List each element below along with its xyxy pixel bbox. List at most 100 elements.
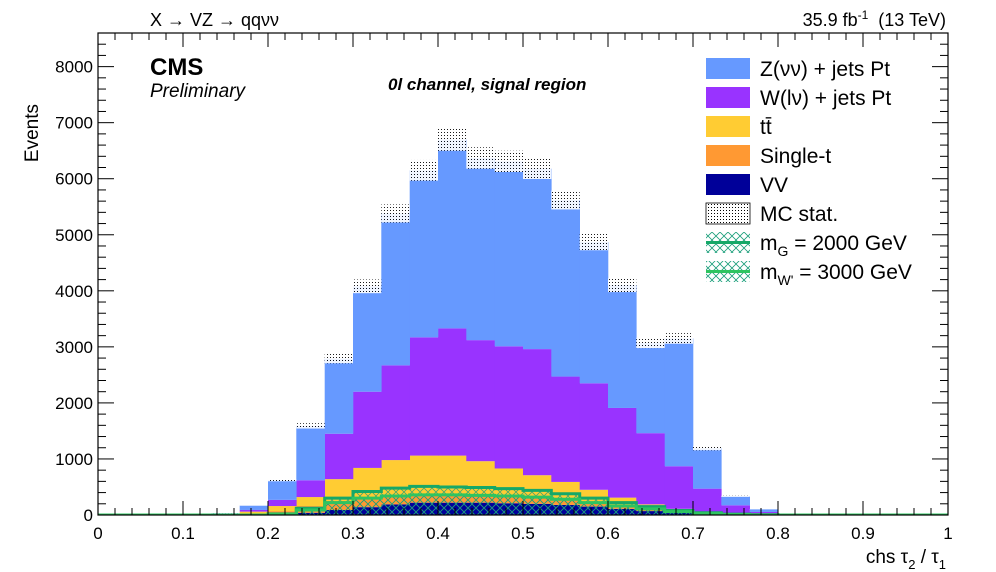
stat-15: [523, 158, 552, 180]
x-tick-label: 1: [943, 524, 952, 543]
series-3: [211, 328, 807, 515]
stat-5: [239, 505, 268, 506]
bar-4-6: [268, 480, 297, 500]
legend-entry-1: W(lν) + jets Pt: [706, 87, 891, 110]
legend-swatch: [706, 116, 750, 137]
bar-3-16: [551, 376, 580, 482]
legend: Z(νν) + jets Pt W(lν) + jets Pt tt̄ Single-…: [705, 58, 912, 288]
x-tick-label: 0.3: [341, 524, 365, 543]
bar-3-9: [353, 391, 382, 468]
bar-4-5: [239, 505, 269, 510]
legend-swatch: [706, 58, 750, 79]
bar-3-20: [664, 466, 694, 509]
stat-21: [693, 446, 722, 451]
bar-2-5: [239, 511, 269, 514]
stat-11: [409, 159, 438, 181]
chart-title: X → VZ → qqνν: [150, 10, 279, 30]
stat-7: [296, 423, 325, 429]
x-axis-label: chs τ2 / τ1: [866, 547, 946, 572]
legend-entry-2: tt̄: [706, 116, 772, 139]
bar-4-16: [551, 200, 580, 377]
bar-4-21: [693, 448, 722, 489]
y-tick-label: 8000: [55, 58, 93, 77]
stat-14: [494, 150, 523, 172]
legend-label: MC stat.: [760, 203, 838, 226]
bar-4-22: [721, 496, 750, 506]
bar-2-8: [324, 479, 354, 501]
y-tick-label: 7000: [55, 114, 93, 133]
legend-label: W(lν) + jets Pt: [760, 87, 891, 110]
x-tick-label: 0.2: [256, 524, 280, 543]
stat-17: [579, 233, 608, 251]
x-tick-label: 0.1: [171, 524, 195, 543]
bar-3-17: [579, 383, 609, 490]
bar-4-10: [381, 213, 410, 366]
x-tick-label: 0.8: [766, 524, 790, 543]
bar-4-7: [296, 425, 325, 481]
stat-6: [268, 479, 297, 482]
legend-entry-4: VV: [706, 174, 788, 197]
x-tick-label: 0.9: [851, 524, 875, 543]
bar-4-20: [664, 338, 694, 467]
bar-4-18: [608, 285, 637, 408]
bar-4-14: [494, 161, 524, 347]
region-label: 0l channel, signal region: [388, 75, 586, 94]
y-tick-label: 0: [84, 506, 93, 525]
legend-swatch: [706, 145, 750, 166]
bar-3-22: [721, 505, 750, 514]
legend-swatch: [705, 202, 751, 225]
bar-3-15: [523, 349, 552, 476]
legend-label: tt̄: [760, 116, 772, 139]
stat-9: [353, 279, 382, 294]
mc-stat-band: [211, 128, 807, 514]
stat-13: [466, 147, 495, 169]
y-tick-label: 3000: [55, 338, 93, 357]
legend-entry-7: mW' = 3000 GeV: [706, 261, 912, 288]
bar-4-23: [749, 509, 779, 512]
bar-3-11: [409, 337, 439, 456]
y-tick-label: 6000: [55, 170, 93, 189]
bar-3-21: [693, 488, 722, 513]
legend-label: mG = 2000 GeV: [760, 232, 907, 259]
cms-label: CMS: [150, 54, 203, 81]
bar-2-6: [268, 506, 297, 512]
bar-3-13: [466, 340, 495, 462]
bar-4-8: [324, 358, 354, 434]
y-axis-label: Events: [22, 104, 43, 162]
bar-3-5: [239, 509, 269, 512]
legend-entry-5: MC stat.: [705, 202, 838, 226]
bar-3-19: [636, 433, 665, 505]
bar-4-13: [466, 157, 495, 341]
stat-8: [324, 353, 353, 364]
y-tick-label: 4000: [55, 282, 93, 301]
axes: 0 0.1 0.2 0.3 0.4 0.5 0.6 0.7 0.8 0.9 1 0 1000 2000 30…: [55, 32, 953, 543]
stat-10: [381, 204, 410, 223]
y-tick-label: 2000: [55, 394, 93, 413]
bar-4-15: [523, 168, 552, 350]
y-tick-label: 5000: [55, 226, 93, 245]
stat-20: [664, 333, 693, 344]
bar-3-12: [438, 328, 467, 456]
legend-label: Z(νν) + jets Pt: [760, 58, 890, 81]
legend-label: mW' = 3000 GeV: [760, 261, 912, 288]
x-tick-label: 0.4: [426, 524, 450, 543]
bar-3-6: [268, 499, 297, 507]
bar-4-12: [438, 139, 467, 329]
bar-3-18: [608, 407, 637, 498]
x-tick-label: 0.7: [681, 524, 705, 543]
legend-entry-0: Z(νν) + jets Pt: [706, 58, 890, 81]
legend-label: Single-t: [760, 145, 831, 168]
preliminary-label: Preliminary: [150, 81, 247, 102]
stat-22: [721, 495, 750, 497]
x-tick-label: 0.6: [596, 524, 620, 543]
stat-18: [608, 278, 637, 293]
stat-19: [636, 337, 665, 349]
stat-16: [551, 190, 580, 210]
bar-4-19: [636, 342, 665, 434]
bar-2-7: [296, 497, 325, 507]
bar-3-7: [296, 480, 325, 498]
bar-4-17: [579, 242, 609, 384]
bar-3-8: [324, 433, 354, 480]
x-tick-label: 0: [93, 524, 102, 543]
